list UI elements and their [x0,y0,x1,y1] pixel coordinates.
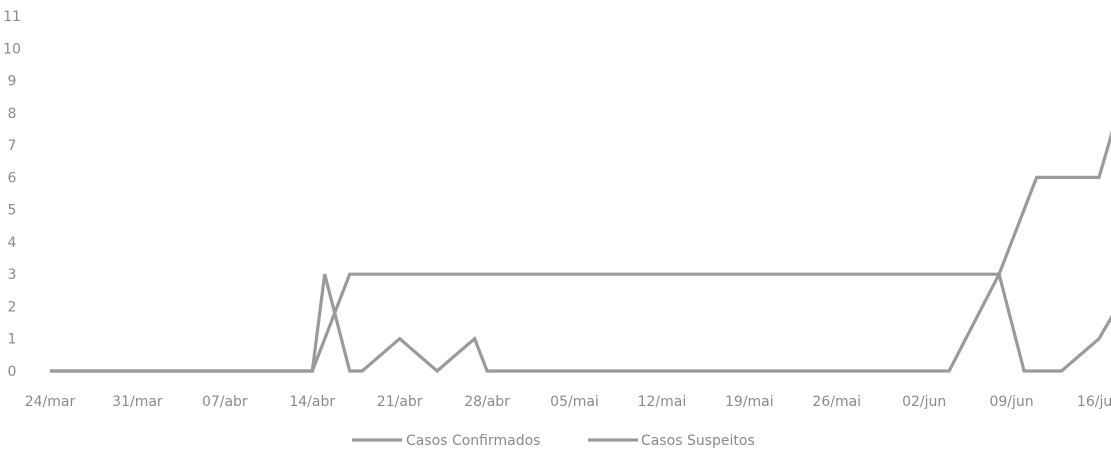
legend-item-casos-confirmados: Casos Confirmados [352,433,540,449]
y-tick-label: 8 [8,106,17,122]
y-tick-label: 7 [8,138,17,154]
x-tick-label: 26/mai [812,394,861,410]
y-tick-label: 11 [3,9,21,25]
y-tick-label: 3 [8,267,17,283]
x-tick-label: 12/mai [638,394,687,410]
y-tick-label: 5 [8,203,17,219]
series-line-casos-suspeitos [50,269,1111,374]
x-tick-label: 16/jun [1077,394,1111,410]
x-tick-label: 07/abr [202,394,248,410]
y-tick-label: 6 [8,170,17,186]
legend-label: Casos Confirmados [406,433,540,449]
y-axis: 0 1 2 3 4 5 6 7 8 9 10 11 [3,9,21,380]
legend-label: Casos Suspeitos [641,433,755,449]
series-layer [50,130,1111,374]
legend-item-casos-suspeitos: Casos Suspeitos [588,433,755,449]
x-tick-label: 14/abr [289,394,335,410]
x-tick-label: 21/abr [377,394,423,410]
x-axis: 24/mar 31/mar 07/abr 14/abr 21/abr 28/abr 05/m… [25,394,1111,410]
y-tick-label: 9 [8,74,17,90]
y-tick-label: 2 [8,299,17,315]
y-tick-label: 10 [3,41,21,57]
legend: Casos Confirmados Casos Suspeitos [352,433,755,449]
x-tick-label: 24/mar [25,394,76,410]
x-tick-label: 28/abr [464,394,510,410]
x-tick-label: 05/mai [550,394,599,410]
x-tick-label: 02/jun [902,394,946,410]
x-tick-label: 31/mar [112,394,163,410]
y-tick-label: 0 [8,364,17,380]
series-line-casos-confirmados [50,130,1111,373]
x-tick-label: 09/jun [989,394,1033,410]
x-tick-label: 19/mai [725,394,774,410]
y-tick-label: 4 [8,235,17,251]
y-tick-label: 1 [8,332,17,348]
